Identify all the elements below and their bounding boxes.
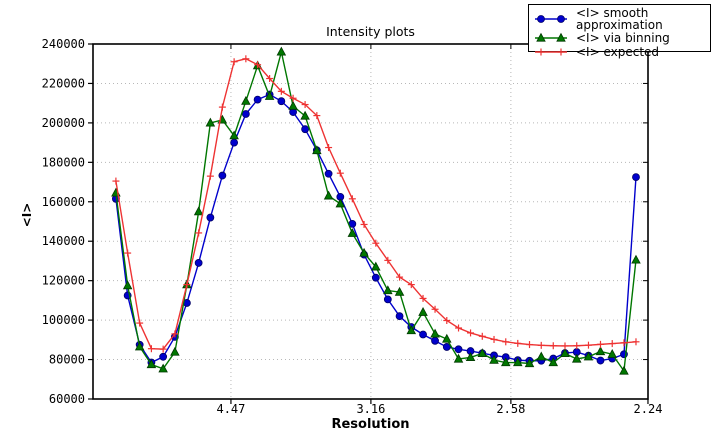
svg-text:120000: 120000 <box>42 274 85 288</box>
legend: <I> smooth approximation <I> via binning… <box>528 4 711 58</box>
svg-text:2.24: 2.24 <box>634 402 663 416</box>
x-axis-label: Resolution <box>331 417 410 432</box>
svg-text:3.16: 3.16 <box>356 402 385 416</box>
series-expected <box>112 55 640 353</box>
svg-text:200000: 200000 <box>42 116 85 130</box>
chart-title: Intensity plots <box>326 24 415 39</box>
legend-marker-smooth-approximation <box>535 15 567 23</box>
svg-text:100000: 100000 <box>42 313 85 327</box>
legend-label: <I> smooth approximation <box>576 6 663 32</box>
legend-item-smooth-approximation: <I> smooth approximation <box>533 7 706 31</box>
svg-text:220000: 220000 <box>42 76 85 90</box>
legend-item-via-binning: <I> via binning <box>533 31 706 45</box>
series-smooth-approximation <box>112 90 640 367</box>
svg-text:180000: 180000 <box>42 155 85 169</box>
svg-text:160000: 160000 <box>42 195 85 209</box>
svg-text:2.58: 2.58 <box>496 402 525 416</box>
series-via-binning <box>111 46 641 375</box>
svg-text:60000: 60000 <box>49 392 85 406</box>
y-axis-label: <I> <box>20 202 34 228</box>
svg-text:80000: 80000 <box>49 353 85 367</box>
axis-ticks: 60000 80000 100000 120000 140000 160000 180000… <box>42 37 663 416</box>
legend-marker-via-binning <box>535 32 567 42</box>
legend-item-expected: <I> expected <box>533 45 706 59</box>
legend-label: <I> expected <box>576 45 660 59</box>
svg-text:140000: 140000 <box>42 234 85 248</box>
svg-text:4.47: 4.47 <box>216 402 245 416</box>
gridlines <box>93 44 648 399</box>
svg-text:240000: 240000 <box>42 37 85 51</box>
legend-label: <I> via binning <box>576 31 670 45</box>
legend-marker-expected <box>535 48 567 56</box>
